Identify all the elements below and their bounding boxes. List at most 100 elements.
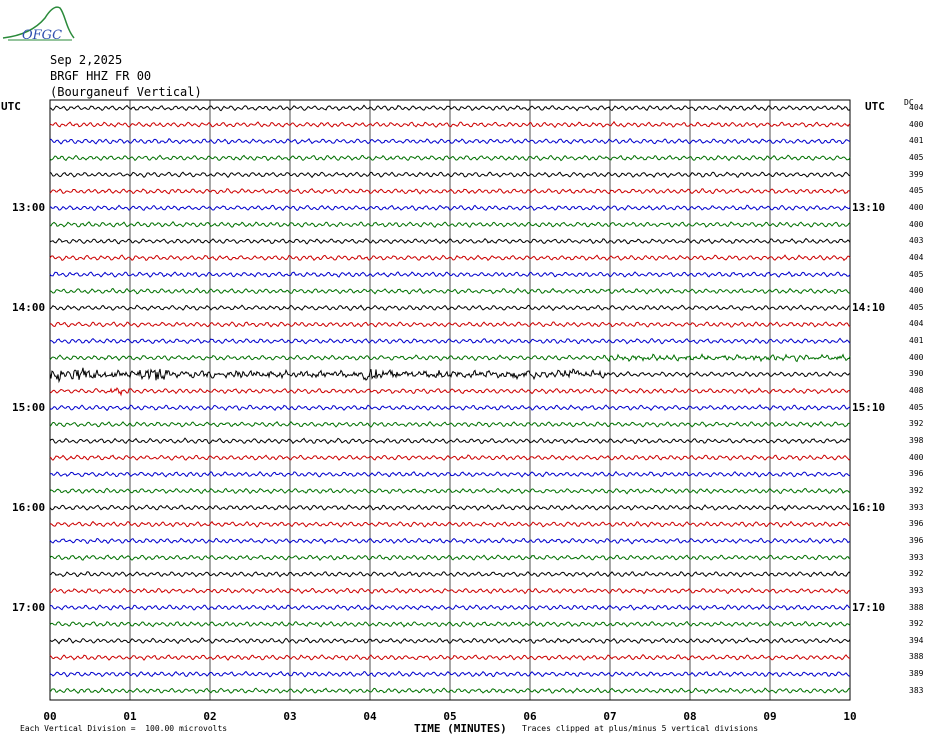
trace-line xyxy=(49,554,851,562)
left-time-label: 15:00 xyxy=(12,400,46,414)
dc-offset-label: 405 xyxy=(909,302,924,312)
dc-offset-label: 392 xyxy=(909,619,924,629)
ofgc-logo: OFGC xyxy=(2,6,75,43)
dc-offset-label: 403 xyxy=(909,236,924,246)
trace-line xyxy=(49,337,851,345)
dc-offset-label: 405 xyxy=(909,186,924,196)
dc-offset-label: 399 xyxy=(909,169,924,179)
trace-line xyxy=(49,120,851,129)
right-time-label: 17:10 xyxy=(852,600,886,614)
trace-line xyxy=(49,188,851,195)
trace-line xyxy=(49,321,851,328)
trace-line xyxy=(49,620,851,628)
trace-line xyxy=(49,687,851,695)
trace-line xyxy=(49,271,851,278)
trace-line xyxy=(49,204,851,212)
dc-offset-label: 408 xyxy=(909,386,924,396)
dc-offset-label: 404 xyxy=(909,103,924,112)
minute-gridlines xyxy=(129,100,771,700)
location-label: (Bourganeuf Vertical) xyxy=(50,85,202,99)
seismic-traces xyxy=(49,104,851,695)
date-label: Sep 2,2025 xyxy=(50,53,123,67)
right-time-label: 16:10 xyxy=(852,500,886,514)
dc-offset-label: 392 xyxy=(909,419,924,429)
right-time-label: 14:10 xyxy=(852,300,886,314)
x-tick-label: 05 xyxy=(443,710,457,723)
trace-line xyxy=(49,504,851,512)
trace-line xyxy=(49,670,851,678)
trace-line xyxy=(49,454,851,461)
dc-offset-label: 400 xyxy=(909,219,924,229)
x-tick-label: 02 xyxy=(203,710,217,723)
trace-line xyxy=(49,353,851,363)
dc-offset-label: 393 xyxy=(909,502,924,512)
trace-line xyxy=(49,387,851,397)
dc-offset-label: 404 xyxy=(909,252,924,262)
dc-offset-label: 405 xyxy=(909,152,924,162)
x-tick-label: 00 xyxy=(43,710,57,723)
station-label: BRGF HHZ FR 00 xyxy=(50,69,152,83)
trace-line xyxy=(49,537,851,545)
footer-scale-note: Each Vertical Division = 100.00 microvol… xyxy=(20,724,228,733)
trace-line xyxy=(49,287,851,295)
left-time-label: 17:00 xyxy=(12,600,46,614)
logo-text: OFGC xyxy=(22,28,62,43)
dc-offset-label: 396 xyxy=(909,535,924,545)
trace-line xyxy=(49,470,851,478)
dc-offset-label: 401 xyxy=(909,336,924,346)
dc-offset-label: 396 xyxy=(909,469,924,479)
trace-line xyxy=(49,154,851,162)
trace-line xyxy=(49,237,851,245)
dc-offset-label: 393 xyxy=(909,585,924,595)
trace-line xyxy=(49,254,851,262)
x-tick-label: 01 xyxy=(123,710,137,723)
dc-offset-label: 392 xyxy=(909,569,924,579)
trace-line xyxy=(49,104,851,112)
trace-line xyxy=(50,221,851,228)
dc-offset-label: 388 xyxy=(909,602,924,612)
x-tick-label: 06 xyxy=(523,710,537,723)
dc-offset-label: 389 xyxy=(909,669,924,679)
dc-offset-label: 383 xyxy=(909,685,924,695)
dc-offset-label: 398 xyxy=(909,436,924,445)
x-tick-label: 10 xyxy=(843,710,857,723)
dc-offset-label: 405 xyxy=(909,269,924,279)
trace-line xyxy=(49,420,851,428)
right-time-label: 13:10 xyxy=(852,200,886,214)
dc-offset-label: 401 xyxy=(909,136,924,146)
right-utc-label: UTC xyxy=(865,100,885,113)
left-time-label: 14:00 xyxy=(12,300,46,314)
dc-offset-label: 404 xyxy=(909,319,924,329)
trace-line xyxy=(49,487,851,495)
x-axis-title: TIME (MINUTES) xyxy=(414,722,507,735)
trace-line xyxy=(49,171,851,179)
dc-offset-label: 388 xyxy=(909,652,924,662)
trace-line xyxy=(49,637,851,645)
dc-offset-label: 390 xyxy=(909,369,924,379)
dc-offset-label: 396 xyxy=(909,519,924,529)
trace-line xyxy=(49,367,851,384)
dc-offset-label: 400 xyxy=(909,286,924,296)
dc-offset-label: 405 xyxy=(909,402,924,412)
trace-line xyxy=(49,304,851,312)
left-time-label: 16:00 xyxy=(12,500,46,514)
left-time-label: 13:00 xyxy=(12,200,46,214)
trace-line xyxy=(49,137,851,145)
dc-offset-label: 394 xyxy=(909,635,924,645)
dc-offset-label: 392 xyxy=(909,485,924,495)
x-tick-label: 07 xyxy=(603,710,617,723)
x-tick-label: 08 xyxy=(683,710,697,723)
dc-offset-label: 400 xyxy=(909,352,924,362)
footer-clip-note: Traces clipped at plus/minus 5 vertical … xyxy=(522,724,759,733)
trace-line xyxy=(49,587,851,595)
right-time-label: 15:10 xyxy=(852,400,886,414)
trace-line xyxy=(49,520,851,528)
trace-line xyxy=(49,437,851,445)
trace-line xyxy=(49,654,850,661)
trace-line xyxy=(49,570,851,578)
x-tick-label: 04 xyxy=(363,710,377,723)
x-tick-label: 03 xyxy=(283,710,297,723)
trace-line xyxy=(49,604,851,611)
trace-line xyxy=(49,404,851,412)
